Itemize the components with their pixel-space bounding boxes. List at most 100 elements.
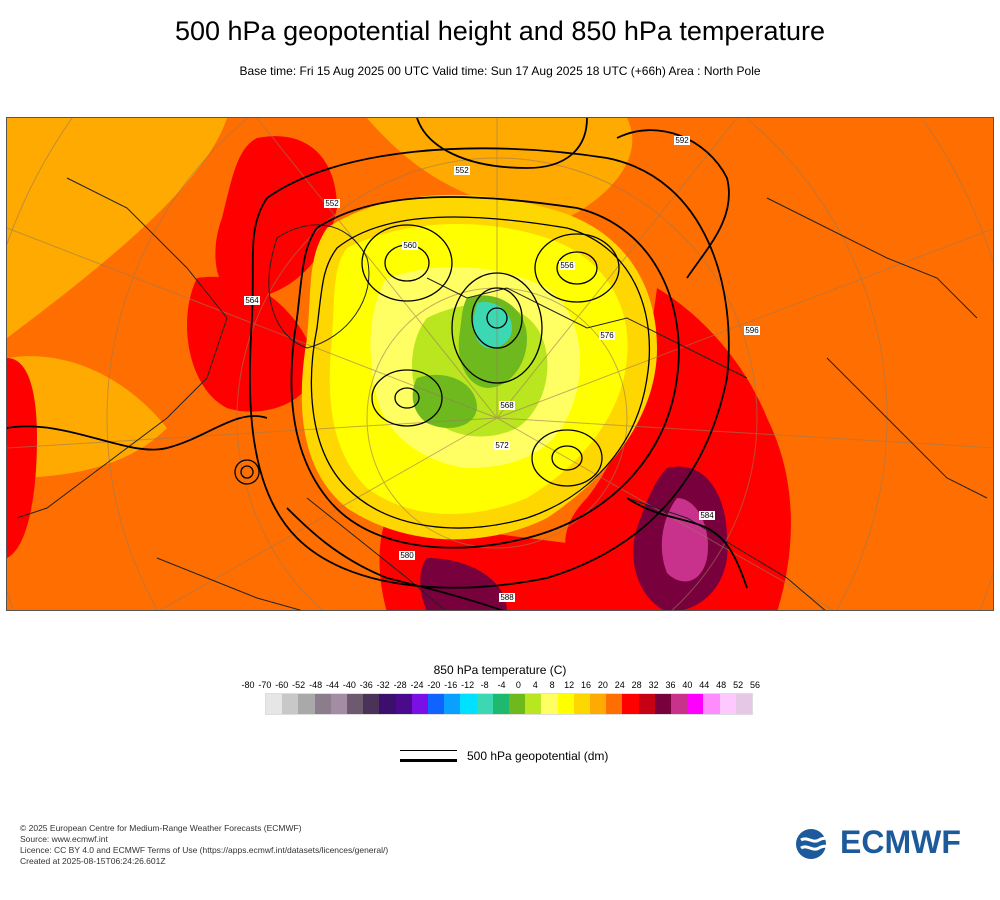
colorbar-tick-label: 56 (749, 680, 761, 690)
colorbar-swatch (525, 694, 542, 714)
contour-label: 584 (700, 511, 714, 520)
colorbar-swatch (671, 694, 688, 714)
colorbar-tick-label: 24 (614, 680, 625, 690)
colorbar-swatch (298, 694, 315, 714)
colorbar-swatch (444, 694, 461, 714)
colorbar-tick-label: 36 (665, 680, 676, 690)
colorbar-tick-label: -80 (241, 680, 255, 690)
colorbar-swatch (622, 694, 639, 714)
contour-label-box (499, 593, 515, 602)
contour-label-box (599, 331, 615, 340)
contour-value-labels: 552 552 556 560 564 568 572 576 580 584 588 592 596 (244, 136, 760, 602)
colorbar-swatch (379, 694, 396, 714)
colorbar-swatch (282, 694, 299, 714)
ecmwf-logo-text: ECMWF (840, 824, 961, 860)
colorbar-title: 850 hPa temperature (C) (433, 663, 567, 677)
colorbar-tick-label: -36 (359, 680, 373, 690)
colorbar-tick-label: -20 (427, 680, 441, 690)
contour-legend-line-icon (400, 750, 457, 762)
footer-copyright: © 2025 European Centre for Medium-Range … (20, 823, 302, 833)
contour-label-box (499, 401, 515, 410)
colorbar-swatch (703, 694, 720, 714)
orange-zone-ne (607, 118, 993, 258)
colorbar-tick-label: 0 (515, 680, 521, 690)
colorbar-swatch (395, 694, 412, 714)
amber-zone-nw (7, 118, 227, 338)
contour-label: 564 (245, 296, 259, 305)
colorbar-swatch (266, 694, 283, 714)
colorbar-tick-label: -16 (444, 680, 458, 690)
contour-label-box (494, 441, 510, 450)
colorbar-swatch (476, 694, 493, 714)
contour-label: 588 (500, 593, 514, 602)
colorbar-swatch (557, 694, 574, 714)
amber-zone-n (367, 118, 633, 218)
chart-title: 500 hPa geopotential height and 850 hPa … (174, 16, 825, 46)
contour-label-box (399, 551, 415, 560)
graticule (7, 118, 993, 610)
colorbar-tick-label: -24 (410, 680, 424, 690)
colorbar-swatch (719, 694, 736, 714)
colorbar-tick-label: -32 (376, 680, 390, 690)
contour-label-box (402, 241, 418, 250)
contour-label-box (674, 136, 690, 145)
colorbar-swatch (606, 694, 623, 714)
geopotential-contours (7, 118, 748, 610)
colorbar-swatch (411, 694, 429, 714)
colorbar-tick-label: -40 (342, 680, 356, 690)
colorbar-tick-label: 4 (532, 680, 538, 690)
colorbar-swatch (638, 694, 655, 714)
red-zone-asia (565, 288, 791, 610)
contour-legend-label: 500 hPa geopotential (dm) (467, 749, 609, 763)
colorbar-tick-label: 40 (682, 680, 693, 690)
colorbar-swatch (492, 694, 510, 714)
ecmwf-logo: ECMWF (795, 824, 985, 862)
colorbar-tick-label: 12 (564, 680, 575, 690)
colorbar-tick-labels: -80 -70 -60 -52 -48 -44 -40 -36 -32 -28 -24 -20 -16-… (0, 680, 1000, 694)
colorbar-tick-label: 16 (580, 680, 592, 690)
colorbar-swatch (428, 694, 445, 714)
contour-label: 560 (403, 241, 417, 250)
red-zone-west-edge (7, 358, 37, 558)
colorbar-tick-label: -12 (461, 680, 475, 690)
colorbar-tick-label: 52 (733, 680, 744, 690)
contour-label-box (699, 511, 715, 520)
colorbar-swatch (347, 694, 364, 714)
colorbar-swatch (509, 694, 526, 714)
contour-label-box (244, 296, 260, 305)
colorbar-tick-label: -8 (480, 680, 489, 690)
colorbar-swatch (363, 694, 380, 714)
polar-zone-cold-core (473, 302, 512, 349)
colorbar-swatch (590, 694, 607, 714)
contour-label: 552 (325, 199, 339, 208)
contour-label-box (744, 326, 760, 335)
colorbar-swatch (314, 694, 331, 714)
colorbar-tick-label: -4 (497, 680, 506, 690)
contour-label-box (324, 199, 340, 208)
contour-label: 596 (745, 326, 759, 335)
footer-licence: Licence: CC BY 4.0 and ECMWF Terms of Us… (20, 845, 389, 855)
colorbar-tick-label: -70 (258, 680, 272, 690)
colorbar-tick-label: 48 (716, 680, 727, 690)
footer-credits: © 2025 European Centre for Medium-Range … (20, 823, 388, 867)
colorbar-tick-label: 32 (648, 680, 659, 690)
colorbar-swatch (330, 694, 348, 714)
colorbar-swatch (654, 694, 672, 714)
colorbar-tick-label: 28 (631, 680, 642, 690)
colorbar-tick-label: 8 (549, 680, 555, 690)
footer-created: Created at 2025-08-15T06:24:26.601Z (20, 856, 166, 866)
colorbar-swatch (735, 694, 753, 714)
colorbar-swatch (460, 694, 477, 714)
contour-label: 556 (560, 261, 574, 270)
contour-label: 572 (495, 441, 509, 450)
colorbar-tick-label: -60 (275, 680, 289, 690)
colorbar-tick-label: -52 (292, 680, 306, 690)
hot-zone-south (420, 558, 507, 610)
colorbar-swatch (541, 694, 558, 714)
contour-label: 552 (455, 166, 469, 175)
colorbar-tick-label: 20 (597, 680, 608, 690)
contour-label: 580 (400, 551, 414, 560)
colorbar-tick-label: -48 (309, 680, 323, 690)
ecmwf-logo-icon (796, 829, 836, 859)
colorbar-tick-label: -44 (325, 680, 340, 690)
